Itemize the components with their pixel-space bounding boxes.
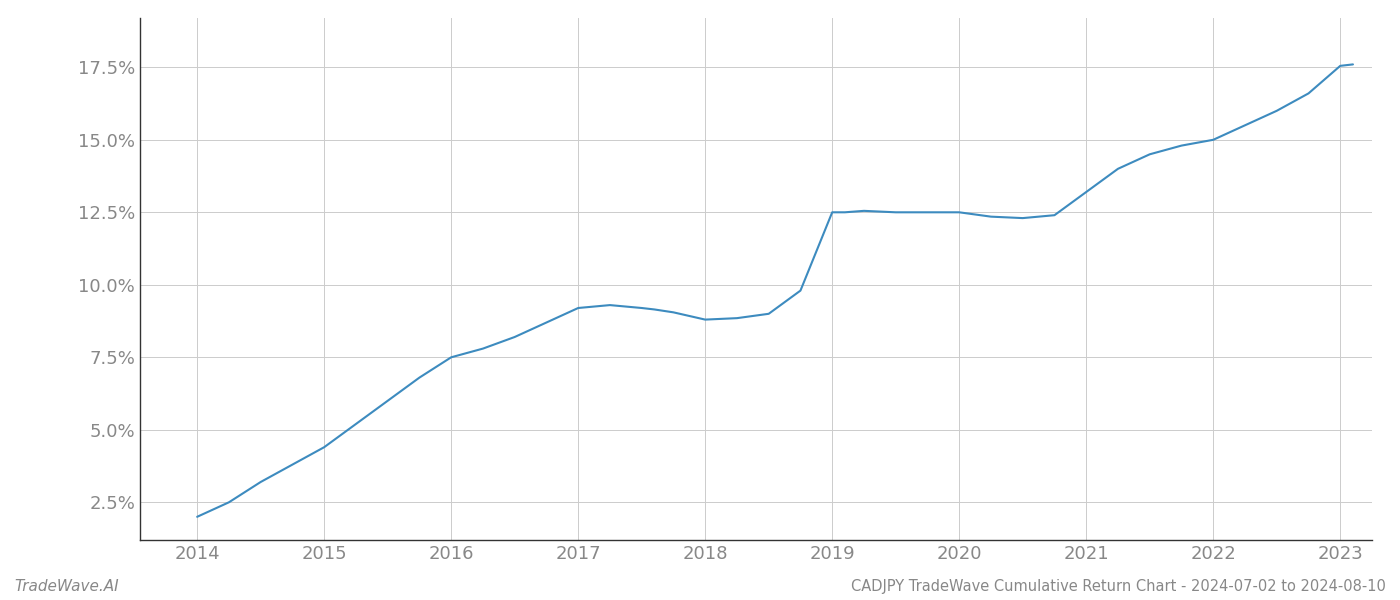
Text: CADJPY TradeWave Cumulative Return Chart - 2024-07-02 to 2024-08-10: CADJPY TradeWave Cumulative Return Chart… <box>851 579 1386 594</box>
Text: TradeWave.AI: TradeWave.AI <box>14 579 119 594</box>
